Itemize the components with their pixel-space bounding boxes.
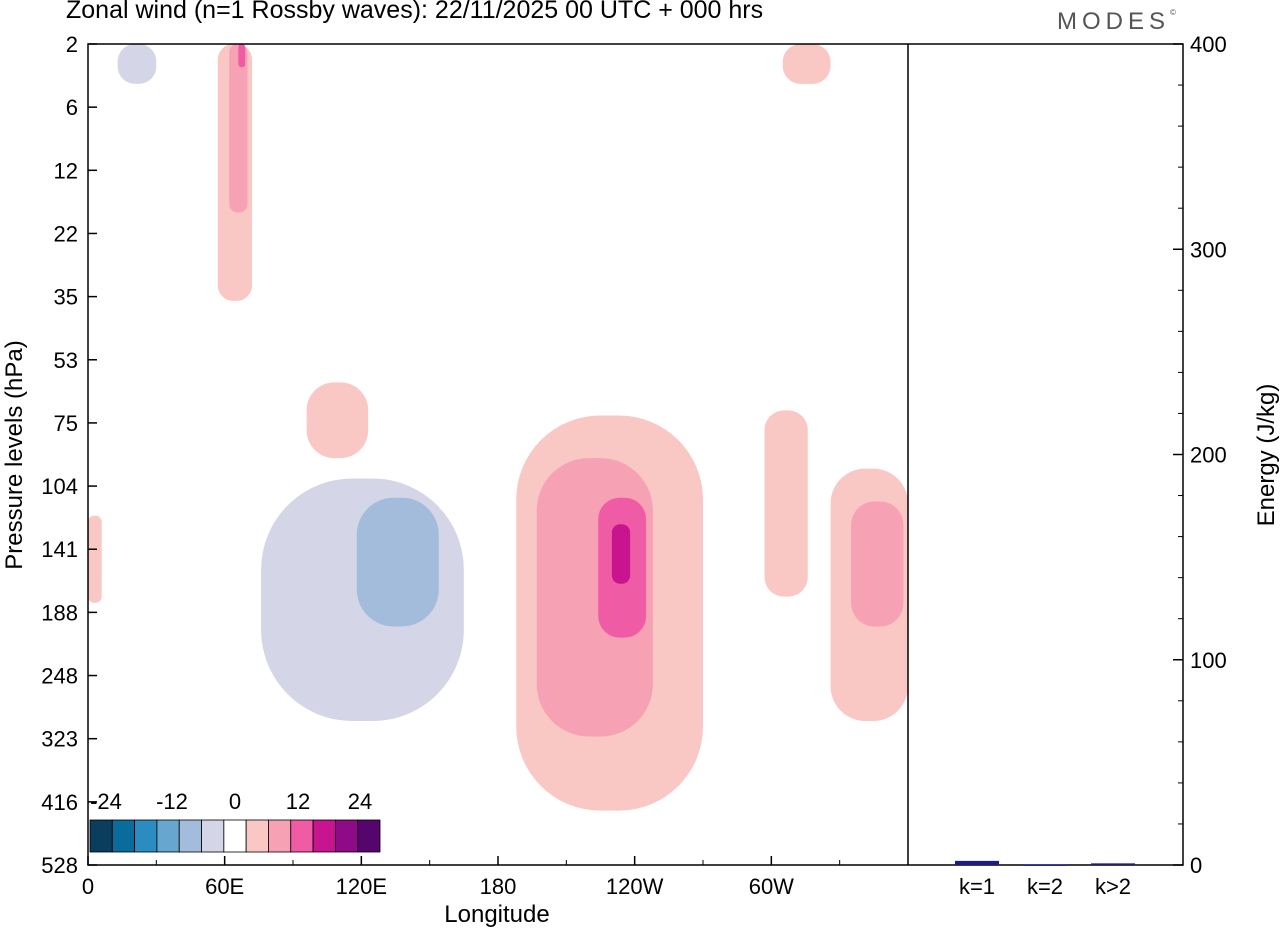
y-tick-label: 188 xyxy=(41,600,78,625)
contour-region-20 xyxy=(88,515,102,603)
axes: 2 6 12 22 35 53 75 104 141 188 248 323 416 528 Pressur… xyxy=(1,32,1184,928)
contour-region-5 xyxy=(238,44,246,68)
x-tick-label: 60W xyxy=(749,874,794,899)
energy-category-label: k=2 xyxy=(1027,874,1063,899)
x-tick-label: 120W xyxy=(606,874,664,899)
brand-name: MODES xyxy=(1057,8,1171,35)
colorbar-swatch-7 xyxy=(223,819,247,853)
colorbar-label: -12 xyxy=(156,789,188,814)
colorbar-swatch-2 xyxy=(111,819,136,853)
colorbar-swatch-5 xyxy=(178,819,202,853)
contour-region-2 xyxy=(117,44,157,84)
colorbar-swatch-1 xyxy=(89,819,113,853)
y-tick-label: 416 xyxy=(41,790,78,815)
energy-tick-label: 200 xyxy=(1190,443,1227,468)
colorbar-swatch-6 xyxy=(201,819,225,853)
energy-category-label: k>2 xyxy=(1095,874,1131,899)
colorbar-swatch-11 xyxy=(312,819,336,853)
contour-region-4 xyxy=(229,44,248,213)
energy-tick-label: 300 xyxy=(1190,237,1227,262)
energy-bar-chart: 0 100 200 300 400 Energy (J/kg) k=1 k=2 k>2 xyxy=(955,32,1280,899)
x-tick-label: 60E xyxy=(205,874,244,899)
energy-tick-label: 100 xyxy=(1190,648,1227,673)
colorbar-label: 0 xyxy=(229,789,241,814)
contour-region-17 xyxy=(764,410,808,597)
y-tick-label: 12 xyxy=(54,158,78,183)
colorbar-swatch-9 xyxy=(268,819,292,853)
y-tick-label: 35 xyxy=(54,285,78,310)
colorbar-label: 24 xyxy=(348,789,372,814)
energy-bar-1 xyxy=(955,860,999,865)
y-tick-label: 2 xyxy=(66,32,78,57)
y-tick-label: 104 xyxy=(41,474,78,499)
colorbar-label: 12 xyxy=(286,789,310,814)
energy-bar-2 xyxy=(1023,864,1067,866)
copyright-mark: © xyxy=(1170,8,1176,17)
colorbar-swatch-3 xyxy=(134,819,158,853)
contour-region-16 xyxy=(611,524,631,584)
contour-region-22 xyxy=(664,839,683,865)
colorbar-swatch-4 xyxy=(156,819,180,853)
modes-logo: MODES© xyxy=(1057,8,1176,36)
energy-tick-label: 0 xyxy=(1190,853,1202,878)
contour-region-21 xyxy=(147,410,157,436)
y-axis-label: Pressure levels (hPa) xyxy=(1,340,28,569)
energy-tick-label: 400 xyxy=(1190,32,1227,57)
y-tick-label: 75 xyxy=(54,411,78,436)
colorbar-swatch-13 xyxy=(357,819,381,853)
y-tick-label: 6 xyxy=(66,95,78,120)
contour-region-19 xyxy=(851,501,904,627)
heatmap-plot xyxy=(88,44,908,865)
x-tick-label: 180 xyxy=(480,874,517,899)
colorbar-swatch-10 xyxy=(290,819,314,853)
contour-region-6 xyxy=(782,44,831,84)
y-tick-label: 53 xyxy=(54,348,78,373)
contour-region-12 xyxy=(356,497,439,627)
colorbar: -24 -12 0 12 24 xyxy=(88,789,381,865)
chart-title: Zonal wind (n=1 Rossby waves): 22/11/202… xyxy=(66,0,764,24)
energy-category-label: k=1 xyxy=(959,874,995,899)
contour-region-7 xyxy=(470,96,621,257)
y-tick-label: 22 xyxy=(54,221,78,246)
contour-region-9 xyxy=(306,382,369,459)
energy-bar-3 xyxy=(1091,863,1135,865)
y-tick-label: 528 xyxy=(41,853,78,878)
energy-axis-label: Energy (J/kg) xyxy=(1253,384,1280,527)
y-tick-label: 141 xyxy=(41,537,78,562)
colorbar-swatch-12 xyxy=(334,819,359,853)
x-tick-label: 0 xyxy=(82,874,94,899)
x-tick-label: 120E xyxy=(336,874,387,899)
x-axis-label: Longitude xyxy=(444,901,549,928)
y-tick-label: 248 xyxy=(41,664,78,689)
colorbar-swatch-8 xyxy=(245,819,269,853)
y-tick-label: 323 xyxy=(41,727,78,752)
